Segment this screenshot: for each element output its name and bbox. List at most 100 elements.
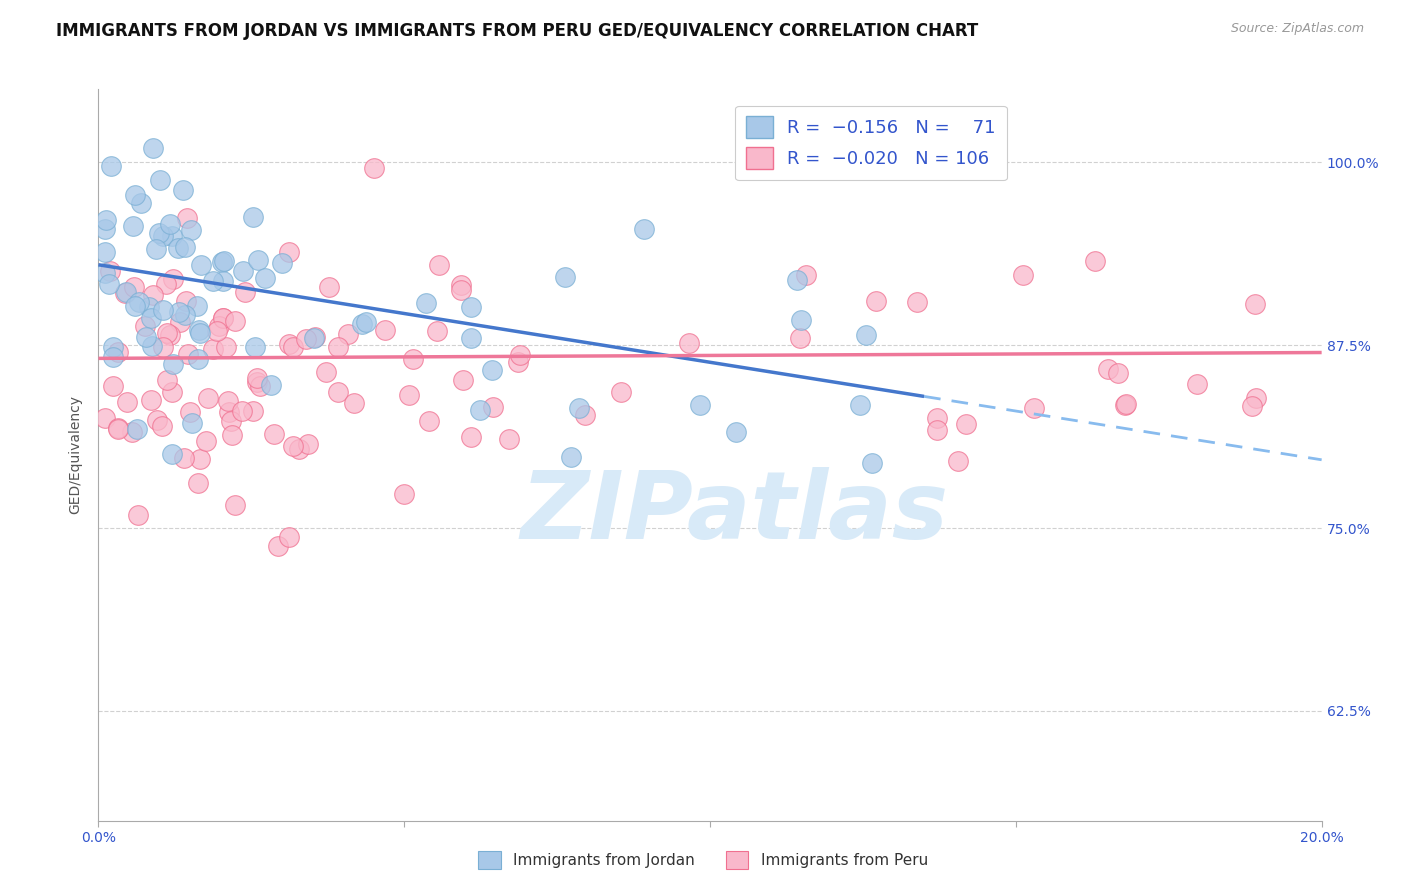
Point: [242, 404, 264, 418]
Point: [142, 141, 165, 155]
Point: [97, 277, 120, 291]
Point: [124, 299, 146, 313]
Point: [249, 379, 271, 393]
Point: [1097, 362, 1119, 376]
Point: [246, 376, 269, 390]
Point: [865, 293, 887, 308]
Point: [281, 439, 304, 453]
Point: [1244, 296, 1267, 310]
Point: [242, 210, 264, 224]
Point: [107, 421, 129, 435]
Point: [221, 414, 243, 428]
Point: [794, 268, 817, 283]
Point: [278, 530, 301, 544]
Point: [789, 331, 811, 345]
Point: [188, 326, 211, 340]
Point: [481, 363, 503, 377]
Point: [156, 373, 179, 387]
Point: [100, 159, 122, 173]
Point: [174, 294, 197, 309]
Point: [93, 411, 115, 425]
Point: [318, 279, 340, 293]
Point: [266, 539, 288, 553]
Legend: Immigrants from Jordan, Immigrants from Peru: Immigrants from Jordan, Immigrants from …: [472, 845, 934, 875]
Point: [150, 419, 173, 434]
Point: [374, 323, 396, 337]
Point: [159, 328, 181, 343]
Point: [343, 395, 366, 409]
Point: [141, 392, 163, 407]
Point: [214, 253, 236, 268]
Point: [215, 340, 238, 354]
Point: [560, 450, 582, 464]
Point: [135, 330, 157, 344]
Point: [860, 456, 883, 470]
Point: [610, 385, 633, 400]
Point: [187, 475, 209, 490]
Point: [1022, 401, 1045, 415]
Point: [93, 267, 115, 281]
Point: [260, 377, 283, 392]
Point: [221, 428, 243, 442]
Point: [212, 274, 235, 288]
Point: [122, 219, 145, 233]
Point: [115, 395, 138, 409]
Point: [169, 315, 191, 329]
Point: [114, 285, 136, 300]
Point: [107, 422, 129, 436]
Point: [162, 357, 184, 371]
Point: [427, 258, 450, 272]
Text: ZIPatlas: ZIPatlas: [520, 467, 949, 559]
Point: [925, 424, 948, 438]
Point: [141, 310, 163, 325]
Point: [217, 394, 239, 409]
Point: [946, 454, 969, 468]
Point: [1244, 391, 1267, 405]
Point: [287, 442, 309, 457]
Point: [418, 414, 440, 428]
Point: [98, 263, 121, 277]
Legend: R =  −0.156   N =    71, R =  −0.020   N = 106: R = −0.156 N = 71, R = −0.020 N = 106: [735, 105, 1007, 180]
Point: [212, 311, 235, 326]
Point: [188, 452, 211, 467]
Point: [107, 344, 129, 359]
Point: [212, 311, 235, 326]
Point: [152, 341, 174, 355]
Point: [678, 335, 700, 350]
Point: [155, 326, 177, 341]
Point: [1107, 367, 1129, 381]
Point: [205, 324, 228, 338]
Point: [190, 258, 212, 272]
Point: [509, 347, 531, 361]
Point: [326, 340, 349, 354]
Point: [450, 277, 472, 292]
Point: [173, 451, 195, 466]
Point: [460, 300, 482, 314]
Point: [155, 277, 177, 292]
Point: [127, 508, 149, 522]
Point: [568, 401, 591, 415]
Point: [574, 408, 596, 422]
Point: [202, 342, 225, 356]
Point: [363, 161, 385, 175]
Point: [955, 417, 977, 431]
Point: [235, 285, 257, 299]
Point: [855, 328, 877, 343]
Point: [115, 285, 138, 300]
Point: [129, 196, 152, 211]
Point: [506, 355, 529, 369]
Point: [1240, 399, 1263, 413]
Point: [93, 245, 115, 260]
Point: [849, 398, 872, 412]
Point: [460, 430, 482, 444]
Point: [152, 228, 174, 243]
Point: [121, 425, 143, 439]
Point: [470, 403, 492, 417]
Point: [297, 437, 319, 451]
Point: [246, 371, 269, 385]
Point: [724, 425, 747, 439]
Point: [134, 319, 156, 334]
Point: [186, 299, 208, 313]
Point: [927, 411, 949, 425]
Point: [1012, 268, 1035, 282]
